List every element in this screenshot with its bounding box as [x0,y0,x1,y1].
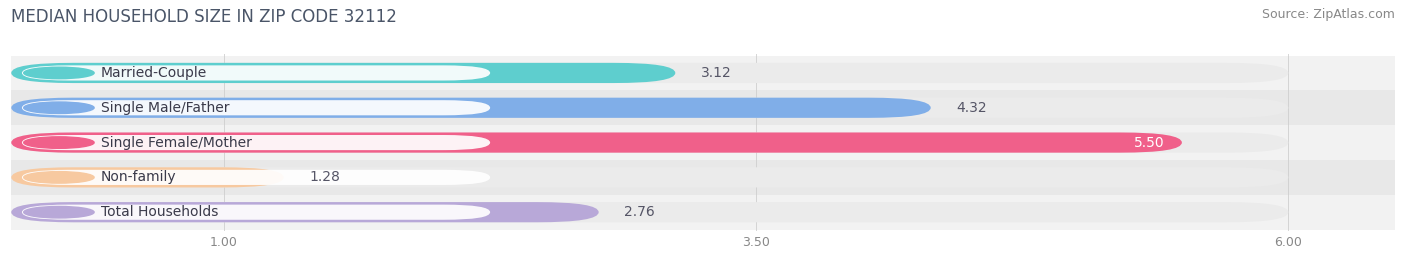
FancyBboxPatch shape [22,205,491,220]
Bar [11,125,1395,160]
Text: 2.76: 2.76 [624,205,655,219]
Text: Total Households: Total Households [101,205,218,219]
Text: 1.28: 1.28 [309,170,340,184]
FancyBboxPatch shape [11,132,1288,153]
FancyBboxPatch shape [22,100,491,115]
FancyBboxPatch shape [22,65,491,80]
FancyBboxPatch shape [11,167,284,187]
FancyBboxPatch shape [11,63,1288,83]
FancyBboxPatch shape [11,132,1182,153]
Text: Single Female/Mother: Single Female/Mother [101,136,252,150]
Circle shape [24,206,94,218]
Text: 4.32: 4.32 [956,101,987,115]
FancyBboxPatch shape [11,98,931,118]
Text: MEDIAN HOUSEHOLD SIZE IN ZIP CODE 32112: MEDIAN HOUSEHOLD SIZE IN ZIP CODE 32112 [11,8,396,26]
Text: 5.50: 5.50 [1135,136,1166,150]
Text: Non-family: Non-family [101,170,176,184]
Text: 3.12: 3.12 [700,66,731,80]
Bar [11,90,1395,125]
Bar [11,195,1395,230]
Text: Source: ZipAtlas.com: Source: ZipAtlas.com [1261,8,1395,21]
FancyBboxPatch shape [22,135,491,150]
Text: Single Male/Father: Single Male/Father [101,101,229,115]
Text: Married-Couple: Married-Couple [101,66,207,80]
Circle shape [24,102,94,114]
FancyBboxPatch shape [11,167,1288,187]
FancyBboxPatch shape [22,170,491,185]
Bar [11,55,1395,90]
FancyBboxPatch shape [11,98,1288,118]
FancyBboxPatch shape [11,202,599,222]
FancyBboxPatch shape [11,202,1288,222]
FancyBboxPatch shape [11,63,675,83]
Circle shape [24,137,94,148]
Circle shape [24,67,94,79]
Bar [11,160,1395,195]
Circle shape [24,172,94,183]
